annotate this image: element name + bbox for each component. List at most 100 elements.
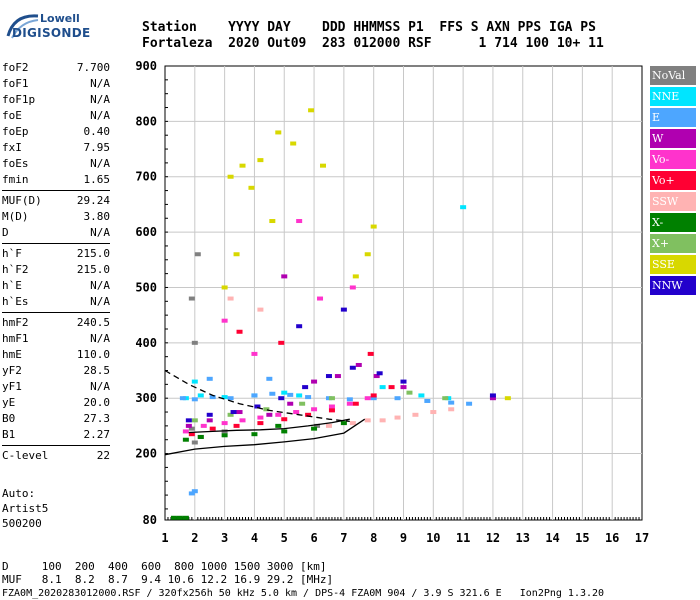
data-point-sse <box>275 130 282 135</box>
x-tick-label: 7 <box>340 531 347 545</box>
data-point-x- <box>221 433 228 438</box>
data-point-nnw <box>489 393 496 398</box>
param-value: 110.0 <box>76 348 110 361</box>
param-name: yF2 <box>2 364 22 377</box>
param-value: 1.65 <box>83 173 111 186</box>
param-name: B0 <box>2 412 16 425</box>
param-name: foEs <box>2 157 29 170</box>
param-name: hmF2 <box>2 316 29 329</box>
data-point-noval <box>314 423 321 428</box>
param-value: N/A <box>90 332 110 345</box>
data-point-w <box>355 362 362 367</box>
data-point-vo- <box>370 393 377 398</box>
param-separator <box>2 243 110 244</box>
data-point-ssw <box>379 418 386 423</box>
param-name: foF2 <box>2 61 29 74</box>
data-point-nne <box>460 205 467 210</box>
param-row: fmin 1.65 <box>2 172 110 188</box>
legend-item-sse: SSE <box>650 255 696 274</box>
param-row: yF2 28.5 <box>2 363 110 379</box>
data-point-w <box>185 423 192 428</box>
logo-lowell-text: Lowell <box>40 12 80 25</box>
data-point-ssw <box>349 421 356 426</box>
data-point-sse <box>352 274 359 279</box>
data-point-vo- <box>278 340 285 345</box>
data-point-e <box>206 376 213 381</box>
data-point-noval <box>194 252 201 257</box>
data-point-e <box>448 400 455 405</box>
data-point-e <box>269 391 276 396</box>
param-row: hmF2 240.5 <box>2 315 110 331</box>
y-tick-label: 600 <box>135 225 157 239</box>
data-point-ssw <box>430 410 437 415</box>
data-point-x- <box>182 515 189 520</box>
param-row: fxI 7.95 <box>2 140 110 156</box>
param-separator <box>2 190 110 191</box>
data-point-x- <box>281 429 288 434</box>
data-point-e <box>305 395 312 400</box>
data-point-w <box>236 410 243 415</box>
x-tick-label: 14 <box>545 531 559 545</box>
data-point-ssw <box>412 412 419 417</box>
data-point-e <box>179 396 186 401</box>
data-point-nne <box>379 385 386 390</box>
x-tick-label: 11 <box>456 531 470 545</box>
param-value: N/A <box>90 295 110 308</box>
data-point-e <box>370 396 377 401</box>
data-point-vo- <box>364 396 371 401</box>
data-point-x- <box>340 421 347 426</box>
header-labels: Station YYYY DAY DDD HHMMSS P1 FFS S AXN… <box>142 20 596 35</box>
data-point-vo- <box>221 318 228 323</box>
data-point-noval <box>188 296 195 301</box>
x-tick-label: 15 <box>575 531 589 545</box>
data-point-vo- <box>233 423 240 428</box>
param-name: h`E <box>2 279 22 292</box>
param-name: foE <box>2 109 22 122</box>
data-point-nnw <box>278 396 285 401</box>
param-value: N/A <box>90 77 110 90</box>
param-name: D <box>2 226 9 239</box>
x-tick-label: 16 <box>605 531 619 545</box>
y-tick-label: 200 <box>135 447 157 461</box>
data-point-e <box>394 396 401 401</box>
y-tick-label: 500 <box>135 280 157 294</box>
param-row: B1 2.27 <box>2 427 110 443</box>
param-name: foF1p <box>2 93 36 106</box>
param-value: 215.0 <box>76 263 110 276</box>
param-value: 2.27 <box>83 428 111 441</box>
data-point-sse <box>239 163 246 168</box>
x-tick-label: 9 <box>400 531 407 545</box>
x-tick-label: 1 <box>161 531 168 545</box>
data-point-vo- <box>188 432 195 437</box>
data-point-e <box>287 392 294 397</box>
overlay-trace <box>188 418 350 434</box>
data-point-nnw <box>302 385 309 390</box>
data-point-nnw <box>376 371 383 376</box>
data-point-x- <box>197 434 204 439</box>
data-point-nne <box>197 393 204 398</box>
data-point-w <box>287 401 294 406</box>
x-tick-label: 5 <box>281 531 288 545</box>
x-tick-label: 3 <box>221 531 228 545</box>
data-point-nnw <box>254 404 261 409</box>
logo-digisonde-text: DIGISONDE <box>12 26 91 40</box>
data-point-x- <box>442 396 449 401</box>
param-value: 0.40 <box>83 125 111 138</box>
data-point-nnw <box>296 324 303 329</box>
data-point-vo- <box>257 421 264 426</box>
legend-item-w: W <box>650 129 696 148</box>
param-separator <box>2 445 110 446</box>
data-point-w <box>266 412 273 417</box>
data-point-nnw <box>340 307 347 312</box>
param-value: 20.0 <box>83 396 111 409</box>
data-point-nnw <box>400 379 407 384</box>
overlay-extraordinary-trace <box>164 369 350 423</box>
param-name: C-level <box>2 449 49 462</box>
param-row: yE 20.0 <box>2 395 110 411</box>
param-row: B0 27.3 <box>2 411 110 427</box>
digisonde-logo <box>4 8 74 48</box>
param-name: foF1 <box>2 77 29 90</box>
data-point-x- <box>182 437 189 442</box>
data-point-vo- <box>305 412 312 417</box>
